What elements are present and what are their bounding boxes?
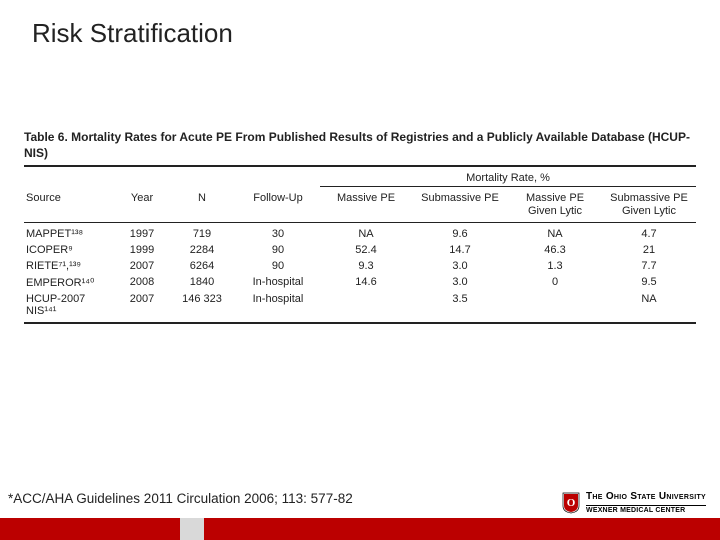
table-cell: 52.4 (320, 242, 412, 258)
table-cell: 1999 (116, 242, 168, 258)
table-row: ICOPER⁹199922849052.414.746.321 (24, 242, 696, 258)
table-cell: MAPPET¹³⁸ (24, 226, 116, 242)
table-cell: In-hospital (236, 274, 320, 291)
col-n: N (168, 190, 236, 219)
mortality-group-header: Mortality Rate, % (320, 170, 696, 187)
rule-bottom (24, 322, 696, 324)
citation-text: *ACC/AHA Guidelines 2011 Circulation 200… (8, 491, 353, 506)
table-cell: 4.7 (602, 226, 696, 242)
table-cell: 3.0 (412, 274, 508, 291)
table-cell: 9.5 (602, 274, 696, 291)
table-cell: 7.7 (602, 258, 696, 274)
table-cell: RIETE⁷¹,¹³⁹ (24, 258, 116, 274)
col-submassive-lytic: Submassive PE Given Lytic (602, 190, 696, 219)
table-row: MAPPET¹³⁸199771930NA9.6NA4.7 (24, 226, 696, 242)
table-cell: 9.6 (412, 226, 508, 242)
table-cell: 1840 (168, 274, 236, 291)
logo-line2: WEXNER MEDICAL CENTER (586, 507, 706, 514)
mortality-table: Table 6. Mortality Rates for Acute PE Fr… (24, 130, 696, 327)
table-cell: NA (320, 226, 412, 242)
header-group-row: Mortality Rate, % (24, 170, 696, 190)
rule-mid (24, 222, 696, 223)
table-cell: 3.5 (412, 291, 508, 319)
table-caption: Table 6. Mortality Rates for Acute PE Fr… (24, 130, 696, 161)
table-cell: 3.0 (412, 258, 508, 274)
table-cell (508, 291, 602, 319)
table-cell: 146 323 (168, 291, 236, 319)
col-submassive: Submassive PE (412, 190, 508, 219)
table-cell: ICOPER⁹ (24, 242, 116, 258)
table-cell: HCUP-2007 NIS¹⁴¹ (24, 291, 116, 319)
table-cell: 90 (236, 258, 320, 274)
table-cell: 46.3 (508, 242, 602, 258)
table-row: EMPEROR¹⁴⁰20081840In-hospital14.63.009.5 (24, 274, 696, 291)
col-source: Source (24, 190, 116, 219)
col-massive: Massive PE (320, 190, 412, 219)
table-cell: NA (508, 226, 602, 242)
table-cell: 30 (236, 226, 320, 242)
logo-line1: The Ohio State University (586, 492, 706, 503)
column-headers: Source Year N Follow-Up Massive PE Subma… (24, 190, 696, 219)
table-cell: 2007 (116, 291, 168, 319)
table-cell: 1997 (116, 226, 168, 242)
footer-stripe (0, 518, 720, 540)
table-cell: 90 (236, 242, 320, 258)
table-cell: 6264 (168, 258, 236, 274)
table-cell: 2008 (116, 274, 168, 291)
slide-title: Risk Stratification (32, 18, 233, 49)
shield-icon: O (562, 492, 580, 514)
table-cell: 2007 (116, 258, 168, 274)
col-year: Year (116, 190, 168, 219)
table-cell: 21 (602, 242, 696, 258)
table-cell: 14.6 (320, 274, 412, 291)
table-cell: 9.3 (320, 258, 412, 274)
table-cell: 14.7 (412, 242, 508, 258)
table-cell: 0 (508, 274, 602, 291)
col-followup: Follow-Up (236, 190, 320, 219)
table-cell: 2284 (168, 242, 236, 258)
table-row: HCUP-2007 NIS¹⁴¹2007146 323In-hospital 3.… (24, 291, 696, 319)
table-cell: In-hospital (236, 291, 320, 319)
svg-text:O: O (567, 497, 576, 509)
table-cell: 719 (168, 226, 236, 242)
table-cell (320, 291, 412, 319)
osu-logo: O The Ohio State University WEXNER MEDIC… (562, 492, 706, 514)
table-cell: NA (602, 291, 696, 319)
table-cell: EMPEROR¹⁴⁰ (24, 274, 116, 291)
table-row: RIETE⁷¹,¹³⁹20076264909.33.01.37.7 (24, 258, 696, 274)
rule-top (24, 165, 696, 167)
table-cell: 1.3 (508, 258, 602, 274)
col-massive-lytic: Massive PE Given Lytic (508, 190, 602, 219)
